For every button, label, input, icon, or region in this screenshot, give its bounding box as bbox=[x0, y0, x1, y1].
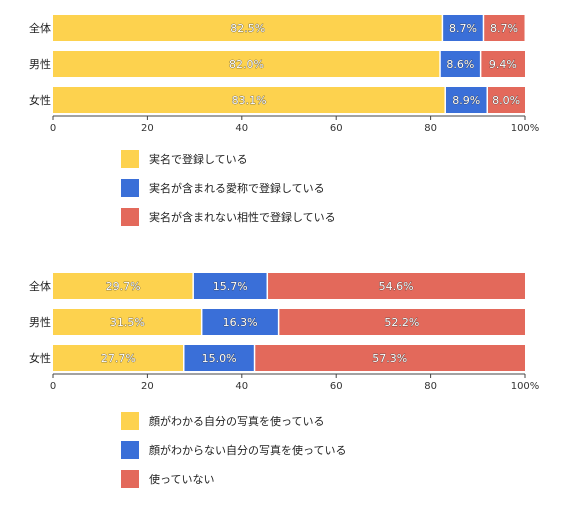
bar-segment bbox=[53, 87, 446, 113]
bar-segment bbox=[442, 15, 484, 41]
x-tick-label: 0 bbox=[50, 381, 56, 392]
data-label: 27.7% bbox=[101, 352, 136, 365]
x-tick-label: 100% bbox=[511, 123, 540, 134]
bar-segment bbox=[445, 87, 488, 113]
legend-swatch bbox=[121, 179, 139, 197]
legend-label: 顔がわからない自分の写真を使っている bbox=[149, 443, 346, 457]
bar-segment bbox=[440, 51, 481, 77]
data-label: 29.7% bbox=[106, 280, 141, 293]
bar-segment bbox=[53, 345, 184, 371]
bar-segment bbox=[53, 15, 443, 41]
chart-1: 0 20 40 60 80 100% 全体 82.5% 8.7% 8.7% 男性 82.0% 8.6% 9… bbox=[29, 15, 539, 226]
x-tick-label: 80 bbox=[424, 381, 437, 392]
data-label: 83.1% bbox=[232, 94, 267, 107]
data-label: 57.3% bbox=[372, 352, 407, 365]
x-tick-label: 60 bbox=[330, 381, 343, 392]
data-label: 31.5% bbox=[110, 316, 145, 329]
x-tick-label: 20 bbox=[141, 123, 154, 134]
x-tick-label: 100% bbox=[511, 381, 540, 392]
bar-segment bbox=[201, 309, 279, 335]
bar-segment bbox=[193, 273, 268, 299]
legend-swatch bbox=[121, 441, 139, 459]
data-label: 16.3% bbox=[223, 316, 258, 329]
data-label: 8.0% bbox=[492, 94, 520, 107]
legend-swatch bbox=[121, 470, 139, 488]
legend-swatch bbox=[121, 412, 139, 430]
category-label: 女性 bbox=[29, 93, 51, 107]
legend-swatch bbox=[121, 208, 139, 226]
bar-segment bbox=[254, 345, 525, 371]
bar-segment bbox=[183, 345, 255, 371]
data-label: 15.7% bbox=[213, 280, 248, 293]
category-label: 全体 bbox=[29, 21, 51, 35]
data-label: 52.2% bbox=[384, 316, 419, 329]
x-tick-label: 40 bbox=[235, 381, 248, 392]
legend-label: 顔がわかる自分の写真を使っている bbox=[149, 414, 324, 428]
bar-segment bbox=[487, 87, 525, 113]
bar-segment bbox=[267, 273, 525, 299]
data-label: 15.0% bbox=[202, 352, 237, 365]
x-tick-label: 0 bbox=[50, 123, 56, 134]
data-label: 9.4% bbox=[489, 58, 517, 71]
bar-segment bbox=[53, 273, 194, 299]
bar-segment bbox=[483, 15, 525, 41]
category-label: 女性 bbox=[29, 351, 51, 365]
data-label: 54.6% bbox=[379, 280, 414, 293]
chart-2: 0 20 40 60 80 100% 全体 29.7% 15.7% 54.6% 男性 31.5% 16.… bbox=[29, 273, 539, 488]
x-tick-label: 60 bbox=[330, 123, 343, 134]
bar-segment bbox=[278, 309, 525, 335]
legend-swatch bbox=[121, 150, 139, 168]
category-label: 男性 bbox=[29, 57, 51, 71]
data-label: 82.5% bbox=[230, 22, 265, 35]
data-label: 82.0% bbox=[229, 58, 264, 71]
bar-segment bbox=[53, 51, 441, 77]
legend-label: 実名で登録している bbox=[149, 152, 248, 166]
legend-label: 実名が含まれない相性で登録している bbox=[149, 210, 336, 224]
x-tick-label: 20 bbox=[141, 381, 154, 392]
data-label: 8.6% bbox=[446, 58, 474, 71]
data-label: 8.7% bbox=[490, 22, 518, 35]
x-tick-label: 40 bbox=[235, 123, 248, 134]
bar-segment bbox=[53, 309, 202, 335]
bar-segment bbox=[480, 51, 525, 77]
data-label: 8.9% bbox=[452, 94, 480, 107]
x-tick-label: 80 bbox=[424, 123, 437, 134]
category-label: 男性 bbox=[29, 315, 51, 329]
data-label: 8.7% bbox=[449, 22, 477, 35]
legend-label: 使っていない bbox=[149, 473, 214, 486]
category-label: 全体 bbox=[29, 279, 51, 293]
legend-label: 実名が含まれる愛称で登録している bbox=[149, 181, 325, 195]
